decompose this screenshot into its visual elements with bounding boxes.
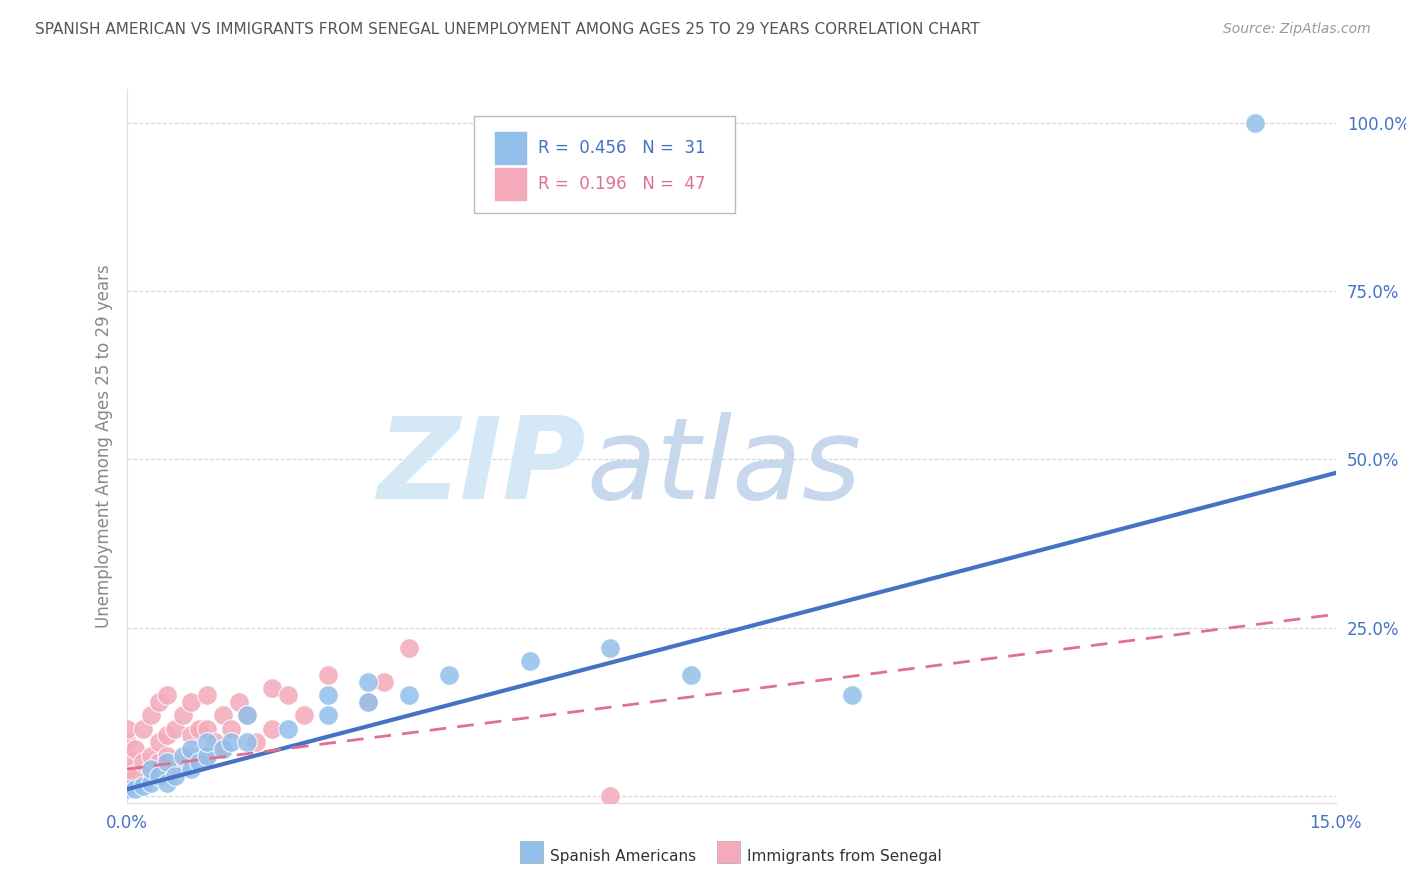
Point: [398, 688, 420, 702]
Point: [156, 775, 179, 789]
Point: [357, 695, 380, 709]
Point: [148, 735, 170, 749]
Text: Immigrants from Senegal: Immigrants from Senegal: [747, 849, 942, 863]
Point: [163, 769, 186, 783]
Point: [139, 762, 162, 776]
Text: SPANISH AMERICAN VS IMMIGRANTS FROM SENEGAL UNEMPLOYMENT AMONG AGES 25 TO 29 YEA: SPANISH AMERICAN VS IMMIGRANTS FROM SENE…: [35, 22, 980, 37]
Y-axis label: Unemployment Among Ages 25 to 29 years: Unemployment Among Ages 25 to 29 years: [94, 264, 112, 628]
Point: [172, 748, 194, 763]
Point: [156, 748, 179, 763]
Point: [316, 708, 339, 723]
Point: [156, 729, 179, 743]
Point: [188, 756, 211, 770]
Point: [139, 748, 162, 763]
Point: [131, 756, 153, 770]
Point: [139, 708, 162, 723]
Point: [115, 722, 138, 736]
Point: [236, 708, 259, 723]
Point: [277, 722, 299, 736]
Bar: [495, 168, 526, 200]
Point: [180, 748, 202, 763]
Point: [236, 708, 259, 723]
Point: [148, 695, 170, 709]
Point: [204, 735, 226, 749]
Point: [195, 748, 218, 763]
Point: [195, 688, 218, 702]
Bar: [495, 132, 526, 164]
Point: [115, 762, 138, 776]
Point: [131, 722, 153, 736]
Point: [519, 655, 541, 669]
Point: [156, 688, 179, 702]
Point: [148, 756, 170, 770]
Point: [841, 688, 863, 702]
Point: [599, 789, 621, 803]
Point: [139, 762, 162, 776]
Point: [124, 742, 146, 756]
Point: [195, 748, 218, 763]
Point: [195, 735, 218, 749]
Point: [1244, 116, 1267, 130]
Point: [221, 722, 243, 736]
Text: Source: ZipAtlas.com: Source: ZipAtlas.com: [1223, 22, 1371, 37]
Point: [357, 674, 380, 689]
Point: [316, 668, 339, 682]
Point: [316, 688, 339, 702]
Point: [115, 782, 138, 797]
Point: [212, 742, 235, 756]
Point: [188, 722, 211, 736]
Point: [139, 775, 162, 789]
Point: [124, 769, 146, 783]
Point: [115, 735, 138, 749]
Text: Spanish Americans: Spanish Americans: [550, 849, 696, 863]
Point: [156, 769, 179, 783]
Point: [245, 735, 267, 749]
Point: [599, 640, 621, 655]
Point: [228, 695, 250, 709]
Point: [180, 729, 202, 743]
Text: R =  0.456   N =  31: R = 0.456 N = 31: [537, 139, 706, 157]
Point: [163, 762, 186, 776]
Point: [357, 695, 380, 709]
Point: [292, 708, 315, 723]
Point: [180, 742, 202, 756]
Point: [188, 756, 211, 770]
Point: [212, 708, 235, 723]
Point: [260, 722, 283, 736]
Point: [180, 695, 202, 709]
Point: [679, 668, 702, 682]
Point: [260, 681, 283, 696]
Point: [398, 640, 420, 655]
Point: [163, 722, 186, 736]
Point: [236, 735, 259, 749]
Point: [221, 735, 243, 749]
Point: [277, 688, 299, 702]
Point: [131, 779, 153, 793]
Point: [195, 722, 218, 736]
Point: [115, 748, 138, 763]
Point: [172, 708, 194, 723]
Point: [172, 756, 194, 770]
Text: atlas: atlas: [586, 412, 860, 523]
Point: [115, 775, 138, 789]
Point: [148, 769, 170, 783]
Text: ZIP: ZIP: [378, 412, 586, 523]
Point: [373, 674, 395, 689]
Point: [156, 756, 179, 770]
Point: [124, 782, 146, 797]
Point: [212, 742, 235, 756]
Text: R =  0.196   N =  47: R = 0.196 N = 47: [537, 175, 706, 193]
Point: [180, 762, 202, 776]
Point: [437, 668, 460, 682]
FancyBboxPatch shape: [474, 116, 735, 212]
